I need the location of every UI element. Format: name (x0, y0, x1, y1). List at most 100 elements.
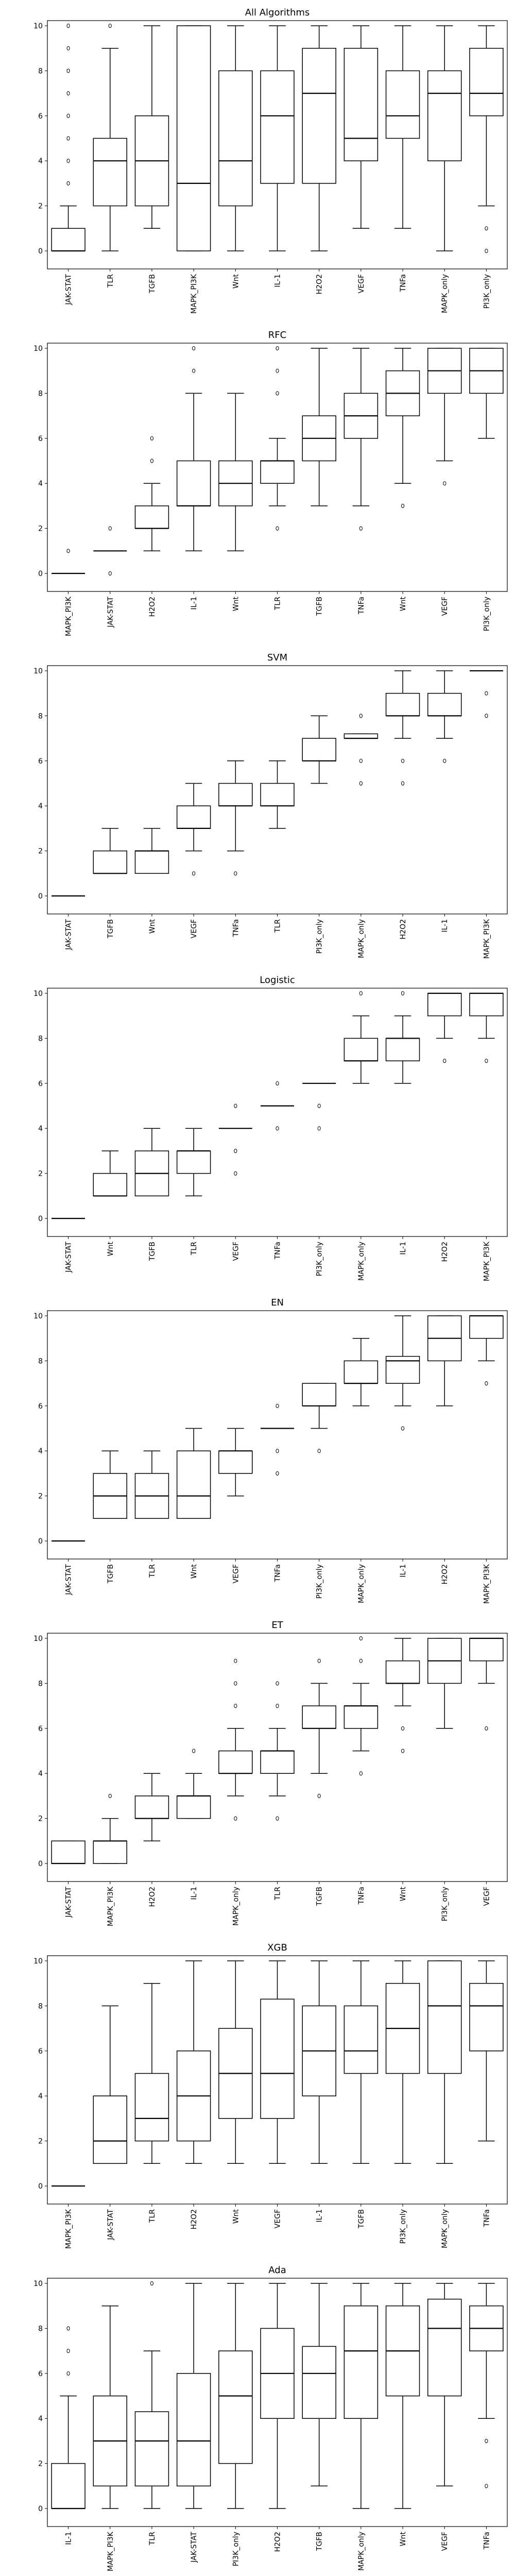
outlier-point (192, 871, 196, 876)
outlier-point (192, 1749, 196, 1753)
outlier-point (66, 181, 70, 185)
chart-panel-6: XGB 0 2 4 6 8 10 MAPK_PI3K JAK-STAT TLR H2O2 Wnt VEG… (33, 1942, 508, 2249)
y-tick-label: 10 (33, 1312, 43, 1320)
iqr-box (260, 70, 295, 184)
chart-title: EN (271, 1297, 284, 1308)
box-VEGF (427, 2283, 462, 2487)
x-tick-label: MAPK_PI3K (483, 1564, 491, 1604)
outlier-point (108, 526, 112, 531)
iqr-box (427, 993, 462, 1016)
iqr-box (176, 805, 211, 829)
box-PI3K_only (218, 2283, 253, 2509)
x-tick-label: TNFa (274, 1564, 282, 1582)
iqr-box (427, 692, 462, 717)
iqr-box (93, 1173, 127, 1197)
box-TNFa (261, 1081, 294, 1131)
outlier-point (401, 1749, 405, 1753)
box-Wnt (385, 1638, 420, 1753)
x-tick-label: PI3K_only (232, 2532, 240, 2566)
iqr-box (218, 1750, 253, 1774)
iqr-box (385, 1038, 420, 1061)
outlier-point (234, 1704, 237, 1708)
x-tick-label: TNFa (483, 2209, 491, 2227)
box-VEGF (260, 1960, 295, 2164)
outlier-point (485, 2438, 488, 2443)
box-MAPK_PI3K (176, 25, 211, 251)
x-tick-label: Wnt (190, 1564, 198, 1579)
x-tick-label: TNFa (483, 2532, 491, 2550)
x-tick-label: H2O2 (316, 274, 324, 294)
x-tick-label: MAPK_only (232, 1887, 240, 1926)
x-tick-label: JAK-STAT (65, 919, 73, 951)
iqr-box (134, 2411, 169, 2487)
box-JAK-STAT (51, 23, 85, 252)
y-tick-label: 8 (38, 1357, 43, 1365)
iqr-box (93, 850, 127, 874)
x-tick-label: MAPK_PI3K (107, 1886, 115, 1926)
iqr-box (427, 70, 462, 161)
x-tick-label: H2O2 (148, 1887, 157, 1907)
box-H2O2 (385, 670, 420, 786)
outlier-point (66, 2326, 70, 2331)
x-tick-label: VEGF (232, 1242, 240, 1261)
outlier-point (192, 346, 196, 351)
y-tick-label: 6 (38, 1402, 43, 1411)
y-tick-label: 4 (38, 802, 43, 810)
x-tick-label: JAK-STAT (65, 1564, 73, 1596)
y-tick-label: 0 (38, 1537, 43, 1546)
y-tick-label: 6 (38, 2370, 43, 2378)
box-MAPK_PI3K (469, 670, 503, 718)
box-JAK-STAT (93, 2005, 127, 2164)
outlier-point (359, 526, 363, 531)
x-tick-label: PI3K_only (316, 919, 324, 954)
box-TGFB (344, 1960, 379, 2164)
x-tick-label: H2O2 (441, 1242, 449, 1262)
x-tick-label: TLR (190, 1242, 198, 1256)
outlier-point (66, 113, 70, 118)
y-tick-label: 0 (38, 1215, 43, 1223)
box-TGFB (134, 1128, 169, 1197)
box-VEGF (427, 348, 462, 486)
box-IL-1 (302, 1960, 336, 2164)
x-tick-label: PI3K_only (441, 1887, 449, 1921)
y-tick-label: 6 (38, 435, 43, 443)
x-tick-label: MAPK_only (357, 1242, 366, 1281)
chart-title: SVM (267, 652, 287, 663)
box-TNFa (344, 1636, 379, 1776)
box-MAPK_only (344, 1337, 379, 1406)
x-tick-label: MAPK_only (357, 1564, 366, 1603)
box-TGFB (302, 2283, 336, 2487)
y-tick-label: 0 (38, 892, 43, 901)
x-tick-label: TGFB (316, 1887, 324, 1906)
box-JAK-STAT (176, 2283, 211, 2509)
iqr-box (469, 1315, 504, 1339)
outlier-point (485, 248, 488, 253)
iqr-box (176, 25, 211, 251)
iqr-box (260, 783, 295, 806)
box-IL-1 (176, 346, 211, 552)
box-TLR (260, 1681, 295, 1821)
outlier-point (359, 991, 363, 996)
outlier-point (485, 2484, 488, 2488)
box-MAPK_PI3K (93, 1793, 127, 1864)
outlier-point (276, 1704, 279, 1708)
y-tick-label: 10 (33, 667, 43, 675)
x-tick-label: TGFB (316, 2532, 324, 2551)
iqr-box (176, 1150, 211, 1174)
outlier-point (359, 1636, 363, 1641)
y-tick-label: 2 (38, 848, 43, 856)
y-tick-label: 0 (38, 1860, 43, 1868)
x-tick-label: VEGF (232, 1564, 240, 1583)
iqr-box (344, 1038, 379, 1061)
outlier-point (317, 1793, 321, 1798)
iqr-box (302, 738, 336, 761)
box-MAPK_only (344, 2283, 379, 2509)
x-tick-label: TNFa (274, 1242, 282, 1260)
y-tick-label: 2 (38, 2460, 43, 2468)
iqr-box (260, 460, 295, 484)
y-tick-label: 6 (38, 757, 43, 766)
x-tick-label: IL-1 (316, 2209, 324, 2223)
x-tick-label: H2O2 (190, 2209, 198, 2229)
outlier-point (150, 436, 154, 440)
